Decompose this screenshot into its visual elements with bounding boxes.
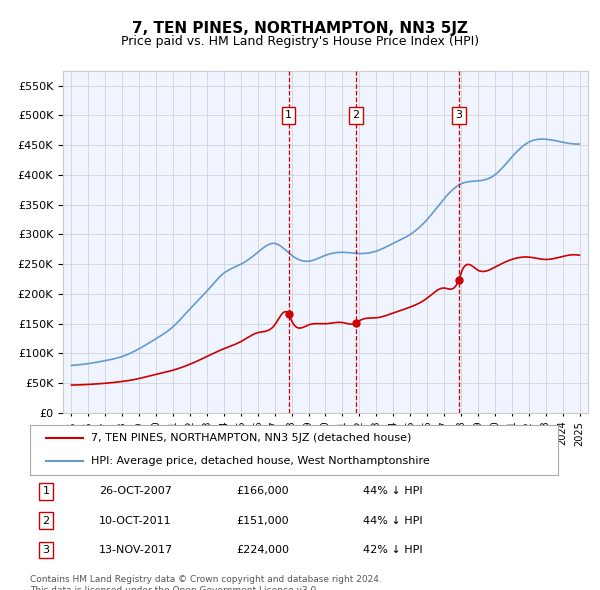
Text: Contains HM Land Registry data © Crown copyright and database right 2024.
This d: Contains HM Land Registry data © Crown c… — [30, 575, 382, 590]
Text: 7, TEN PINES, NORTHAMPTON, NN3 5JZ (detached house): 7, TEN PINES, NORTHAMPTON, NN3 5JZ (deta… — [91, 433, 411, 443]
Text: Price paid vs. HM Land Registry's House Price Index (HPI): Price paid vs. HM Land Registry's House … — [121, 35, 479, 48]
Text: 26-OCT-2007: 26-OCT-2007 — [98, 486, 172, 496]
Text: 13-NOV-2017: 13-NOV-2017 — [98, 545, 173, 555]
Text: 2: 2 — [352, 110, 359, 120]
Text: 7, TEN PINES, NORTHAMPTON, NN3 5JZ: 7, TEN PINES, NORTHAMPTON, NN3 5JZ — [132, 21, 468, 35]
Text: HPI: Average price, detached house, West Northamptonshire: HPI: Average price, detached house, West… — [91, 457, 430, 467]
Text: £224,000: £224,000 — [236, 545, 289, 555]
Text: 1: 1 — [43, 486, 49, 496]
Text: 3: 3 — [43, 545, 49, 555]
Text: 3: 3 — [455, 110, 462, 120]
Text: 1: 1 — [285, 110, 292, 120]
Text: £151,000: £151,000 — [236, 516, 289, 526]
Text: 42% ↓ HPI: 42% ↓ HPI — [362, 545, 422, 555]
Text: 10-OCT-2011: 10-OCT-2011 — [98, 516, 171, 526]
Text: 44% ↓ HPI: 44% ↓ HPI — [362, 516, 422, 526]
Text: £166,000: £166,000 — [236, 486, 289, 496]
Text: 44% ↓ HPI: 44% ↓ HPI — [362, 486, 422, 496]
Text: 2: 2 — [42, 516, 49, 526]
